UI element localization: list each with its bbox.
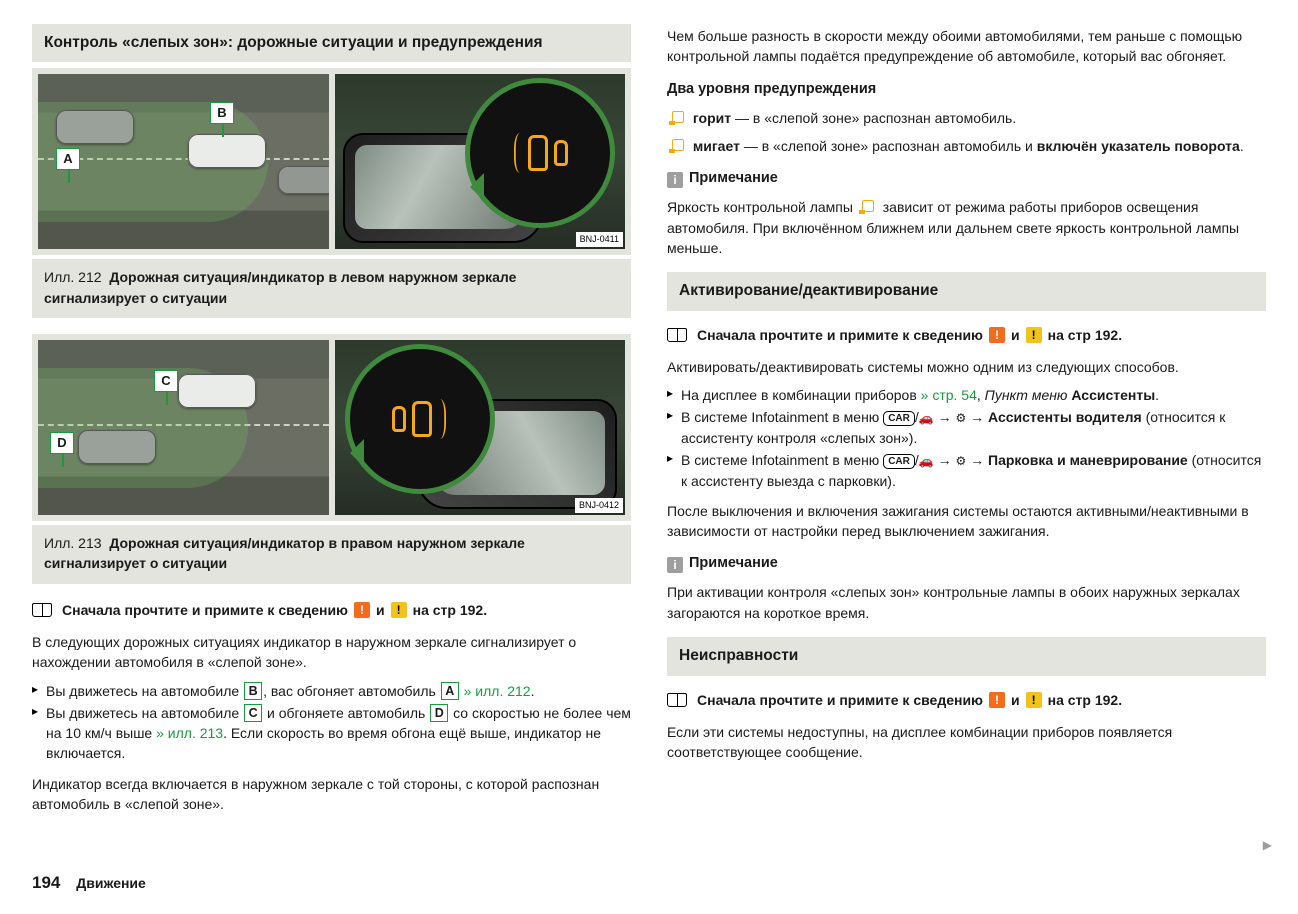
info-icon: i [667, 557, 683, 573]
para-speed: Чем больше разность в скорости между обо… [667, 26, 1266, 67]
section-header-left: Контроль «слепых зон»: дорожные ситуации… [32, 24, 631, 62]
note-heading-2: iПримечание [667, 553, 1266, 574]
caption-label: Илл. 212 [44, 269, 102, 285]
gear-icon: ⚙ [955, 410, 966, 427]
car-icon: 🚗 [919, 410, 934, 427]
warning-icon: ! [989, 327, 1005, 343]
figure-212: A B BNJ-0411 [32, 68, 631, 255]
heading-two-levels: Два уровня предупреждения [667, 79, 1266, 100]
gear-icon: ⚙ [955, 453, 966, 470]
mirror-lamp-icon [859, 200, 877, 214]
book-icon [667, 693, 687, 707]
page-footer: 194 Движение [32, 871, 146, 896]
ref-a: A [441, 682, 459, 700]
continue-arrow-icon: ▶ [1263, 837, 1272, 854]
tag-d: D [50, 432, 74, 454]
car-icon: 🚗 [919, 453, 934, 470]
fig213-caption: Илл. 213 Дорожная ситуация/индикатор в п… [32, 525, 631, 584]
ref-d: D [430, 704, 448, 722]
ref-b: B [244, 682, 262, 700]
warning-icon: ! [354, 602, 370, 618]
read-first-left: Сначала прочтите и примите к сведению ! … [32, 600, 631, 620]
caution-icon: ! [1026, 327, 1042, 343]
read-first-page: на стр 192. [413, 600, 487, 620]
section-activate: Активирование/деактивирование [667, 272, 1266, 310]
activate-list: На дисплее в комбинации приборов » стр. … [667, 385, 1266, 491]
caution-icon: ! [1026, 692, 1042, 708]
list-item: На дисплее в комбинации приборов » стр. … [667, 385, 1266, 405]
page: Контроль «слепых зон»: дорожные ситуации… [32, 24, 1266, 822]
activate-persist: После выключения и включения зажигания с… [667, 501, 1266, 542]
para-indicator: Индикатор всегда включается в наружном з… [32, 774, 631, 815]
mirror-lamp-icon [669, 111, 687, 125]
level-lit: горит — в «слепой зоне» распознан автомо… [667, 108, 1266, 128]
caution-icon: ! [391, 602, 407, 618]
tag-c: C [154, 370, 178, 392]
car-button-icon: CAR [883, 454, 915, 469]
caption-text: Дорожная ситуация/индикатор в правом нар… [44, 535, 525, 571]
info-icon: i [667, 172, 683, 188]
warning-icon: ! [989, 692, 1005, 708]
mirror-lamp-icon [669, 139, 687, 153]
link-fig212[interactable]: » илл. 212 [460, 683, 531, 699]
fig212-caption: Илл. 212 Дорожная ситуация/индикатор в л… [32, 259, 631, 318]
note-brightness: Яркость контрольной лампы зависит от реж… [667, 197, 1266, 258]
warning-bubble [465, 78, 615, 228]
car-button-icon: CAR [883, 411, 915, 426]
fig-code-2: BNJ-0412 [575, 498, 623, 513]
fig213-mirror: BNJ-0412 [335, 340, 626, 515]
ref-c: C [244, 704, 262, 722]
link-p54[interactable]: » стр. 54 [921, 387, 977, 403]
fig213-road: C D [38, 340, 329, 515]
read-first-text: Сначала прочтите и примите к сведению [62, 600, 348, 620]
list-item: В системе Infotainment в меню CAR/🚗 → ⚙ … [667, 450, 1266, 491]
book-icon [32, 603, 52, 617]
note-heading: iПримечание [667, 168, 1266, 189]
list-item: Вы движетесь на автомобиле C и обгоняете… [32, 703, 631, 764]
chapter-title: Движение [76, 875, 146, 891]
car-c [178, 374, 256, 408]
figure-213: C D BNJ-0412 [32, 334, 631, 521]
para-intro: В следующих дорожных ситуациях индикатор… [32, 632, 631, 673]
list-item: Вы движетесь на автомобиле B, вас обгоня… [32, 681, 631, 701]
caption-text: Дорожная ситуация/индикатор в левом нару… [44, 269, 516, 305]
left-column: Контроль «слепых зон»: дорожные ситуации… [32, 24, 631, 822]
fig212-road: A B [38, 74, 329, 249]
activate-intro: Активировать/деактивировать системы можн… [667, 357, 1266, 377]
car-bg [278, 166, 329, 194]
tag-a: A [56, 148, 80, 170]
warning-bubble-2 [345, 344, 495, 494]
car-d [78, 430, 156, 464]
note-activation-lamps: При активации контроля «слепых зон» конт… [667, 582, 1266, 623]
read-first-activate: Сначала прочтите и примите к сведению ! … [667, 325, 1266, 345]
right-column: Чем больше разность в скорости между обо… [667, 24, 1266, 822]
caption-label: Илл. 213 [44, 535, 102, 551]
car-a [56, 110, 134, 144]
fault-text: Если эти системы недоступны, на дисплее … [667, 722, 1266, 763]
tag-b: B [210, 102, 234, 124]
list-item: В системе Infotainment в меню CAR/🚗 → ⚙ … [667, 407, 1266, 448]
car-b [188, 134, 266, 168]
read-first-fault: Сначала прочтите и примите к сведению ! … [667, 690, 1266, 710]
fig-code: BNJ-0411 [576, 232, 623, 247]
fig212-mirror: BNJ-0411 [335, 74, 626, 249]
section-fault: Неисправности [667, 637, 1266, 675]
level-blink: мигает — в «слепой зоне» распознан автом… [667, 136, 1266, 156]
link-fig213[interactable]: » илл. 213 [156, 725, 223, 741]
book-icon [667, 328, 687, 342]
bullet-list: Вы движетесь на автомобиле B, вас обгоня… [32, 681, 631, 764]
page-number: 194 [32, 873, 60, 892]
read-first-and: и [376, 600, 385, 620]
